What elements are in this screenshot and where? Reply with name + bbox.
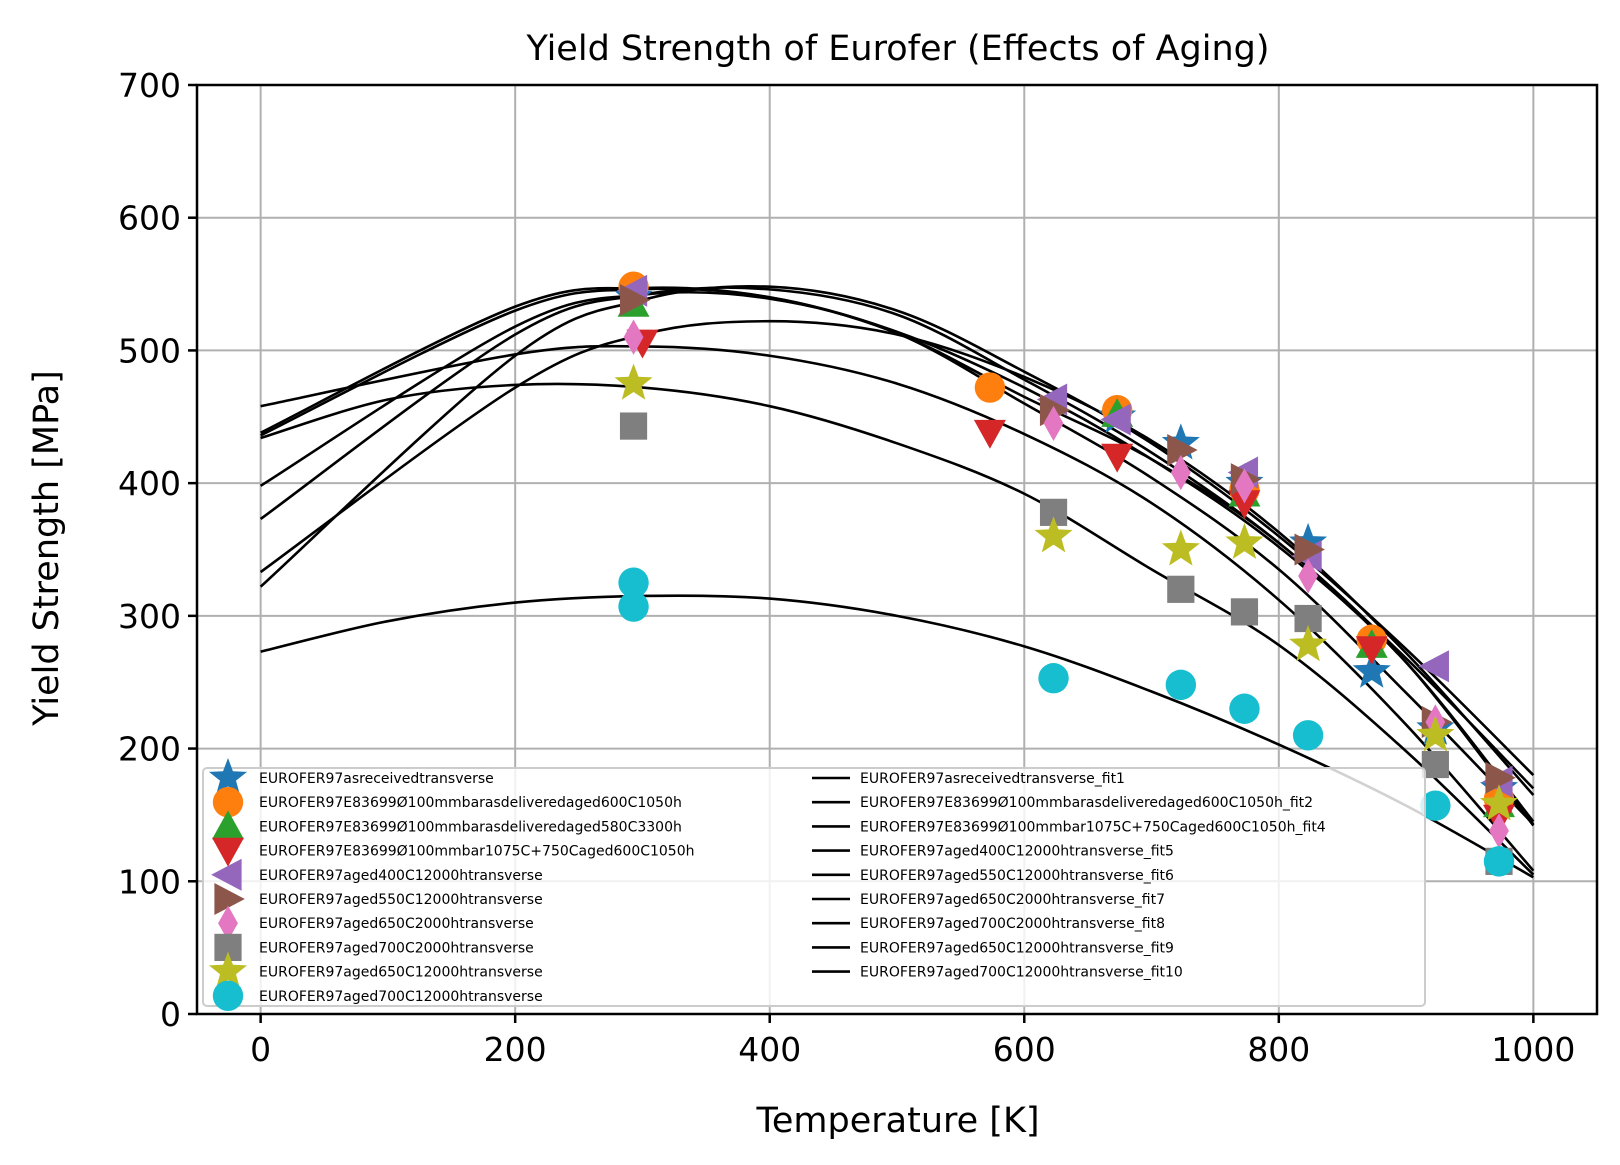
data-point-star bbox=[1289, 625, 1328, 662]
data-point-thin-diamond bbox=[623, 319, 644, 355]
x-axis-title: Temperature [K] bbox=[755, 1101, 1039, 1141]
y-tick-label: 0 bbox=[160, 995, 181, 1034]
fit-curve bbox=[259, 319, 1535, 796]
legend-label: EUROFER97asreceivedtransverse_fit1 bbox=[860, 771, 1125, 787]
data-point-square bbox=[1421, 750, 1449, 779]
data-point-square bbox=[1167, 575, 1195, 603]
data-point-square bbox=[619, 412, 648, 440]
fit-curve bbox=[259, 290, 1535, 826]
legend-box bbox=[202, 767, 1426, 1007]
data-point-triangle-right bbox=[214, 883, 245, 915]
legend-label: EUROFER97aged650C12000htransverse bbox=[259, 965, 543, 981]
data-point-circle bbox=[1038, 663, 1069, 694]
x-tick-label: 1000 bbox=[1491, 1030, 1575, 1069]
data-point-triangle-down bbox=[1228, 490, 1261, 520]
data-point-triangle-down bbox=[1101, 443, 1134, 473]
y-tick-label: 400 bbox=[118, 464, 181, 503]
legend-label: EUROFER97aged700C12000htransverse bbox=[259, 989, 543, 1005]
x-tick-label: 400 bbox=[738, 1030, 801, 1069]
legend-label: EUROFER97E83699Ø100mmbarasdeliveredaged5… bbox=[259, 819, 682, 835]
data-point-circle bbox=[1483, 846, 1515, 877]
legend-label: EUROFER97aged650C12000htransverse_fit9 bbox=[860, 940, 1174, 956]
y-tick-label: 100 bbox=[118, 862, 181, 901]
fit-curve bbox=[260, 286, 1535, 827]
legend-label: EUROFER97E83699Ø100mmbar1075C+750Caged60… bbox=[860, 819, 1326, 835]
y-tick-label: 700 bbox=[118, 66, 181, 105]
data-point-circle bbox=[1292, 720, 1324, 751]
data-point-triangle-right bbox=[1167, 433, 1198, 466]
legend: EUROFER97asreceivedtransverse EUROFER97E8… bbox=[202, 758, 1426, 1011]
plot-frame bbox=[195, 83, 1599, 1016]
legend-label: EUROFER97aged700C2000htransverse bbox=[259, 940, 534, 956]
data-point-circle bbox=[1165, 669, 1197, 701]
data-point-circle bbox=[212, 980, 244, 1011]
data-point-thin-diamond bbox=[1043, 405, 1064, 442]
y-tick-label: 600 bbox=[118, 199, 181, 238]
legend-label: EUROFER97E83699Ø100mmbarasdeliveredaged6… bbox=[259, 795, 682, 811]
data-point-star bbox=[1161, 529, 1200, 566]
data-point-circle bbox=[1420, 790, 1451, 821]
chart-title: Yield Strength of Eurofer (Effects of Ag… bbox=[525, 29, 1269, 69]
legend-label: EUROFER97aged650C2000htransverse bbox=[259, 916, 534, 932]
data-point-thin-diamond bbox=[1170, 454, 1191, 491]
x-tick-label: 800 bbox=[1247, 1030, 1310, 1069]
legend-label: EUROFER97aged550C12000htransverse bbox=[259, 892, 543, 908]
data-point-star bbox=[1352, 651, 1391, 688]
data-point-triangle-down bbox=[1355, 636, 1388, 666]
data-point-triangle-right bbox=[1485, 761, 1516, 794]
legend-label: EUROFER97aged400C12000htransverse bbox=[259, 868, 543, 884]
data-point-triangle-down bbox=[973, 419, 1006, 449]
data-point-triangle-right bbox=[1294, 533, 1325, 566]
y-tick-label: 500 bbox=[118, 331, 181, 370]
data-point-triangle-right bbox=[619, 283, 651, 316]
data-point-star bbox=[208, 758, 248, 795]
data-point-thin-diamond bbox=[1234, 468, 1255, 504]
legend-label: EUROFER97E83699Ø100mmbar1075C+750Caged60… bbox=[259, 844, 695, 860]
fit-curve bbox=[260, 287, 1535, 823]
data-point-thin-diamond bbox=[1298, 558, 1319, 594]
legend-label: EUROFER97aged650C2000htransverse_fit7 bbox=[860, 892, 1165, 908]
y-tick-label: 300 bbox=[118, 597, 181, 636]
fit-curves bbox=[259, 284, 1535, 879]
fit-curve bbox=[260, 594, 1534, 879]
data-point-circle bbox=[618, 567, 649, 598]
legend-label: EUROFER97aged550C12000htransverse_fit6 bbox=[860, 868, 1174, 884]
y-axis-title: Yield Strength [MPa] bbox=[27, 370, 67, 726]
data-point-circle bbox=[212, 787, 244, 818]
x-tick-label: 200 bbox=[484, 1030, 547, 1069]
data-point-star bbox=[1479, 784, 1519, 821]
legend-label: EUROFER97aged700C2000htransverse_fit8 bbox=[860, 916, 1165, 932]
data-point-triangle-left bbox=[1418, 650, 1449, 683]
fit-curve bbox=[259, 284, 1535, 777]
data-point-triangle-up bbox=[212, 810, 244, 840]
axis-ticks: 0 200 400 600 800 1000 0 100 200 300 400 500 600 700 bbox=[118, 66, 1575, 1069]
data-point-triangle-left bbox=[1100, 403, 1131, 436]
data-point-star bbox=[614, 363, 653, 400]
data-point-circle bbox=[1229, 693, 1260, 724]
data-point-triangle-left bbox=[211, 858, 242, 891]
legend-label: EUROFER97aged700C12000htransverse_fit10 bbox=[860, 965, 1183, 981]
data-point-star bbox=[1034, 516, 1073, 553]
data-point-star bbox=[208, 951, 248, 988]
data-point-star bbox=[1416, 715, 1455, 752]
fit-curve bbox=[259, 286, 1535, 790]
legend-label: EUROFER97aged400C12000htransverse_fit5 bbox=[860, 844, 1174, 860]
data-markers bbox=[614, 271, 1519, 877]
fit-curve bbox=[260, 344, 1535, 872]
data-point-triangle-down bbox=[212, 837, 244, 867]
data-point-star bbox=[1225, 522, 1264, 560]
data-point-thin-diamond bbox=[1489, 813, 1509, 849]
y-tick-label: 200 bbox=[118, 730, 181, 769]
legend-label: EUROFER97E83699Ø100mmbarasdeliveredaged6… bbox=[860, 795, 1313, 811]
x-tick-label: 600 bbox=[993, 1030, 1056, 1069]
data-point-thin-diamond bbox=[218, 905, 238, 941]
data-point-circle bbox=[618, 591, 649, 622]
legend-label: EUROFER97asreceivedtransverse bbox=[259, 771, 494, 787]
data-point-circle bbox=[974, 372, 1006, 403]
data-point-square bbox=[1230, 598, 1259, 626]
fit-curve bbox=[260, 382, 1535, 876]
x-tick-label: 0 bbox=[250, 1030, 271, 1069]
